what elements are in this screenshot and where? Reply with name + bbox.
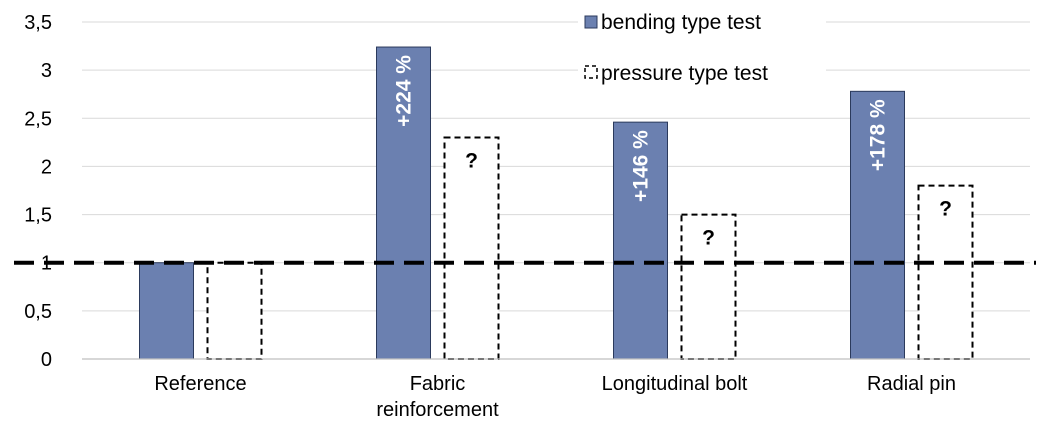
legend-swatch-bending [584, 15, 598, 29]
y-tick-label: 3,5 [24, 12, 52, 34]
legend: bending type test pressure type test [578, 2, 826, 90]
x-tick-label: reinforcement [376, 399, 499, 421]
x-tick-label: Radial pin [867, 373, 956, 395]
bar-pressure [443, 136, 500, 360]
x-tick-label: Fabric [410, 373, 466, 395]
y-tick-label: 0,5 [24, 301, 52, 323]
y-tick-label: 3 [41, 60, 52, 82]
bar-bending [613, 121, 668, 360]
y-tick-label: 0 [41, 349, 52, 371]
legend-label-pressure: pressure type test [601, 62, 768, 85]
bar-bending [139, 262, 194, 360]
x-axis: Reference Fabric reinforcement Longitudinal… [82, 358, 1030, 421]
x-tick-label: Longitudinal bolt [602, 373, 748, 395]
legend-swatch-pressure [584, 65, 598, 79]
y-axis: 00,511,522,533,5 [24, 12, 52, 371]
bar-pressure [206, 261, 263, 361]
bar-bending [850, 90, 905, 360]
legend-background [578, 2, 826, 90]
y-tick-label: 2 [41, 156, 52, 178]
bar-data-label: +178 % [867, 99, 890, 171]
x-tick-label: Reference [154, 373, 246, 395]
bar-data-label: ? [465, 150, 478, 173]
bar-data-label: ? [702, 227, 715, 250]
y-tick-label: 1,5 [24, 205, 52, 227]
bar-data-label: +224 % [393, 55, 416, 127]
legend-label-bending: bending type test [601, 11, 761, 34]
bars: +224 %? +146 %? +178 %? [139, 46, 974, 361]
bar-data-label: ? [939, 198, 952, 221]
bar-data-label: +146 % [630, 130, 653, 202]
y-tick-label: 2,5 [24, 108, 52, 130]
bar-pressure [917, 184, 974, 360]
bar-bending [376, 46, 431, 360]
